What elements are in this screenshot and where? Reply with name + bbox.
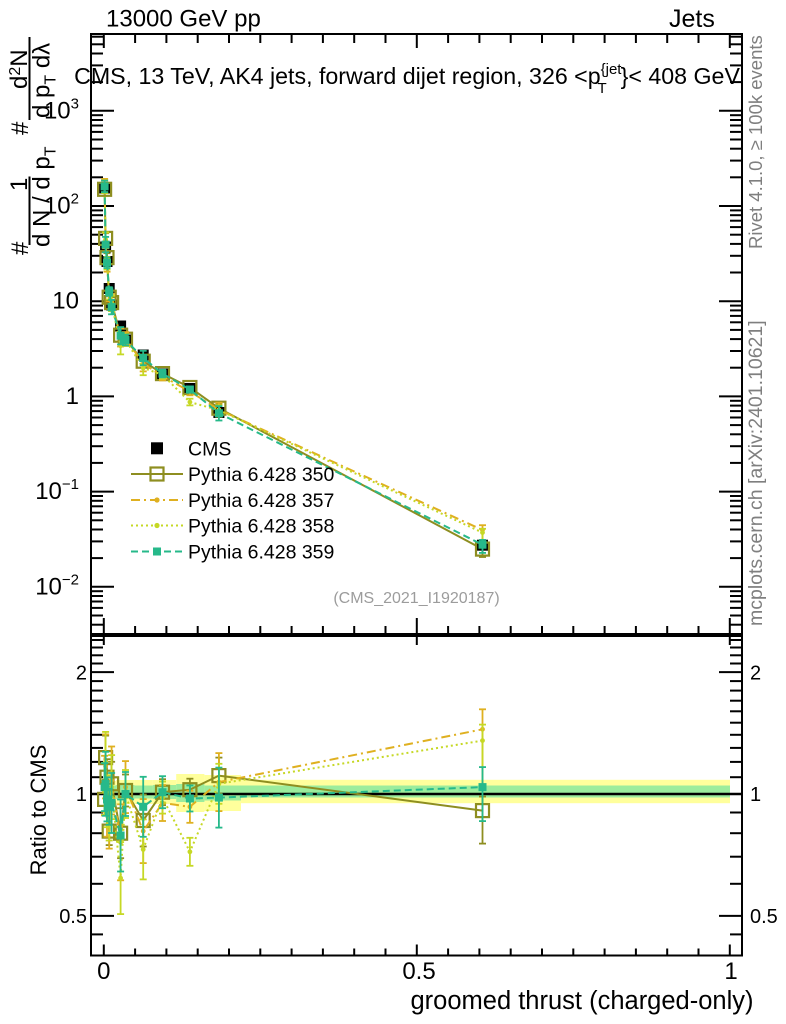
svg-text:Pythia 6.428 358: Pythia 6.428 358: [188, 516, 334, 538]
svg-text:Pythia 6.428 357: Pythia 6.428 357: [188, 490, 334, 512]
svg-text:0: 0: [97, 958, 110, 985]
svg-text:0.5: 0.5: [59, 906, 87, 928]
svg-text:1: 1: [76, 784, 87, 806]
svg-text:13000 GeV pp: 13000 GeV pp: [106, 6, 261, 33]
svg-text:Ratio to CMS: Ratio to CMS: [26, 745, 51, 876]
svg-text:2: 2: [76, 662, 87, 684]
svg-text:#: #: [7, 121, 34, 135]
svg-text:0.5: 0.5: [750, 906, 778, 928]
svg-text:1: 1: [750, 784, 761, 806]
svg-text:Rivet 4.1.0, ≥ 100k events: Rivet 4.1.0, ≥ 100k events: [745, 35, 766, 249]
svg-text:CMS: CMS: [188, 438, 231, 460]
svg-text:Jets: Jets: [669, 5, 715, 33]
svg-text:2: 2: [750, 662, 761, 684]
svg-text:10: 10: [52, 288, 79, 315]
svg-text:1: 1: [724, 958, 737, 985]
svg-text:Pythia 6.428 359: Pythia 6.428 359: [188, 542, 334, 564]
svg-text:0.5: 0.5: [402, 958, 435, 985]
svg-text:mcplots.cern.ch [arXiv:2401.10: mcplots.cern.ch [arXiv:2401.10621]: [745, 320, 767, 626]
svg-text:1: 1: [6, 178, 33, 191]
svg-text:groomed thrust (charged-only): groomed thrust (charged-only): [411, 987, 754, 1015]
svg-text:#: #: [7, 241, 34, 255]
svg-text:Pythia 6.428 350: Pythia 6.428 350: [188, 464, 335, 486]
svg-text:(CMS_2021_I1920187): (CMS_2021_I1920187): [333, 590, 499, 607]
svg-text:1: 1: [66, 383, 79, 410]
svg-text:d N / d pT: d N / d pT: [29, 146, 60, 247]
